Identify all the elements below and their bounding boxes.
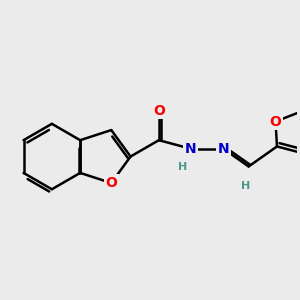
Text: O: O [270,115,281,128]
Text: N: N [185,142,196,156]
Text: N: N [218,142,229,156]
Text: O: O [153,104,165,118]
Text: H: H [178,162,187,172]
Text: H: H [241,181,250,191]
Text: O: O [105,176,117,190]
